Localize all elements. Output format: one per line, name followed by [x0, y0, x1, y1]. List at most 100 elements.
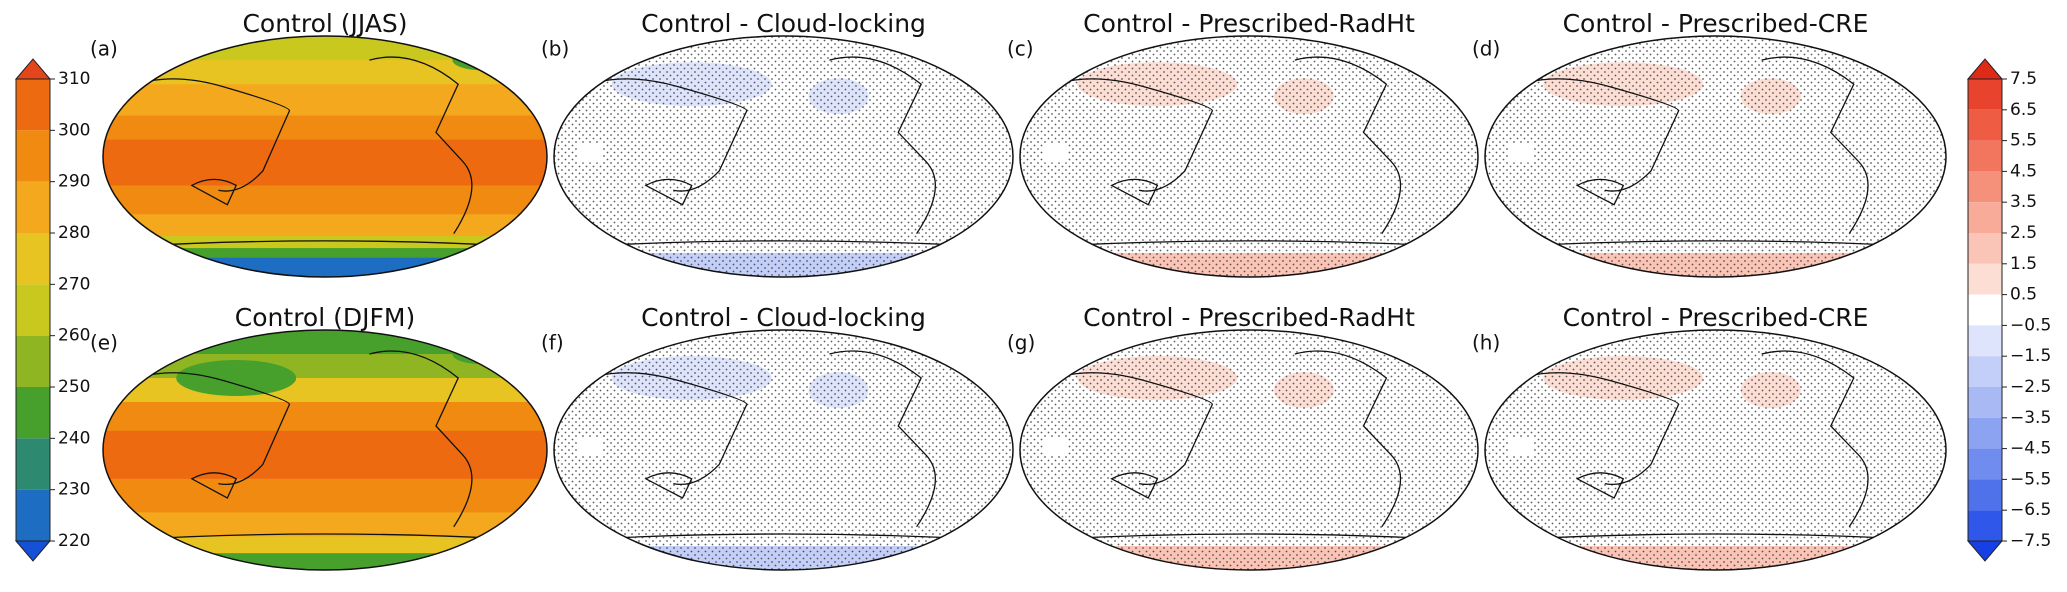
colorbar-tick-label: −6.5 — [2010, 500, 2051, 520]
coastline — [829, 350, 936, 528]
map-band — [103, 354, 547, 379]
colorbar-bin — [1968, 356, 2002, 387]
map-band — [103, 185, 547, 216]
colorbar-tick-label: −1.5 — [2010, 346, 2051, 366]
colorbar-tick-label: −4.5 — [2010, 439, 2051, 459]
map-band — [103, 115, 547, 141]
map-band — [103, 214, 547, 238]
map-band — [103, 330, 547, 355]
map-band — [103, 430, 547, 480]
colorbar-bin — [1968, 202, 2002, 233]
coastline — [111, 372, 291, 485]
colorbar-tick-label: 260 — [58, 326, 90, 346]
colorbar-tick-label: 2.5 — [2010, 223, 2037, 243]
colorbar-tick-label: 5.5 — [2010, 131, 2037, 151]
map-band — [103, 378, 547, 403]
map-frame — [1484, 329, 1947, 571]
colorbar-bin — [1968, 387, 2002, 418]
coastline — [1575, 472, 1625, 499]
map-band — [103, 60, 547, 86]
colorbar-bin — [1968, 448, 2002, 480]
stipple — [1485, 36, 1946, 277]
map — [1020, 36, 1478, 277]
panel-label: (f) — [541, 331, 564, 355]
colorbar-bin — [16, 284, 50, 336]
map-blob — [452, 344, 509, 364]
colorbar-tick-label: 270 — [58, 274, 90, 294]
coastline — [644, 178, 693, 206]
panel-title: Control - Prescribed-CRE — [1563, 303, 1869, 332]
colorbar-tick-label: 0.5 — [2010, 285, 2037, 305]
map-unstippled — [576, 144, 602, 163]
panel-title: Control - Prescribed-CRE — [1563, 9, 1869, 38]
stipple — [554, 330, 1013, 570]
map-unstippled — [1508, 144, 1534, 163]
panel-title: Control - Cloud-locking — [641, 303, 926, 332]
map-frame — [102, 35, 548, 278]
colorbar-bin — [1968, 233, 2002, 264]
colorbar-bin — [1968, 140, 2002, 172]
map-band — [103, 139, 547, 187]
colorbar-bin — [1968, 510, 2002, 541]
coastline — [1294, 350, 1402, 528]
map-unstippled — [1042, 438, 1068, 456]
map-unstippled — [1042, 144, 1068, 163]
colorbar-tick-label: 7.5 — [2010, 69, 2037, 89]
panel-label: (d) — [1472, 37, 1500, 61]
map-frame — [553, 35, 1014, 278]
map-band — [103, 248, 547, 259]
panel-title: Control - Prescribed-RadHt — [1083, 303, 1415, 332]
colorbar-bin — [16, 387, 50, 439]
map-band — [103, 553, 547, 570]
colorbar-tick-label: 6.5 — [2010, 100, 2037, 120]
panel-label: (h) — [1472, 331, 1500, 355]
map — [1485, 36, 1946, 277]
map-band — [103, 36, 547, 62]
colorbar-tick-label: 220 — [58, 531, 90, 551]
map-band — [103, 536, 547, 555]
panel-title: Control (JJAS) — [242, 9, 407, 38]
colorbar-extend-high — [14, 58, 52, 80]
coastline — [644, 472, 693, 499]
colorbar-bin — [1968, 263, 2002, 295]
colorbar-tick-label: −2.5 — [2010, 377, 2051, 397]
colorbar-bin — [16, 233, 50, 285]
map — [554, 36, 1013, 277]
map-band — [103, 84, 547, 117]
map — [1485, 330, 1946, 570]
colorbar-tick-label: 230 — [58, 480, 90, 500]
colorbar-extend-low — [14, 540, 52, 562]
map-band — [103, 478, 547, 514]
map-frame — [553, 329, 1014, 571]
coastline — [1110, 472, 1159, 499]
map — [1020, 330, 1478, 570]
coastline — [1761, 350, 1869, 528]
panel-title: Control - Prescribed-RadHt — [1083, 9, 1415, 38]
coastline — [190, 178, 238, 206]
colorbar-frame — [15, 78, 51, 542]
map-blob — [452, 50, 509, 71]
map-band — [103, 512, 547, 538]
colorbar-tick-label: 240 — [58, 428, 90, 448]
coastline — [1110, 178, 1159, 206]
colorbar-frame — [1967, 78, 2003, 542]
map-blob — [176, 360, 297, 396]
map-frame — [102, 329, 548, 571]
colorbar-bin — [1968, 325, 2002, 357]
colorbar-bin — [1968, 109, 2002, 141]
coastline — [1575, 178, 1625, 206]
colorbar-tick-label: −0.5 — [2010, 315, 2051, 335]
colorbar-bin — [16, 79, 50, 131]
panel-label: (g) — [1007, 331, 1035, 355]
stipple — [1485, 330, 1946, 570]
coastline — [369, 56, 473, 234]
map-frame — [1484, 35, 1947, 278]
coastline — [111, 78, 291, 192]
coastline — [829, 56, 936, 234]
colorbar-bin — [1968, 171, 2002, 203]
colorbar-tick-label: 1.5 — [2010, 254, 2037, 274]
coastline — [190, 472, 238, 499]
colorbar-bin — [1968, 79, 2002, 110]
map-band — [103, 257, 547, 277]
map-frame — [1019, 329, 1479, 571]
